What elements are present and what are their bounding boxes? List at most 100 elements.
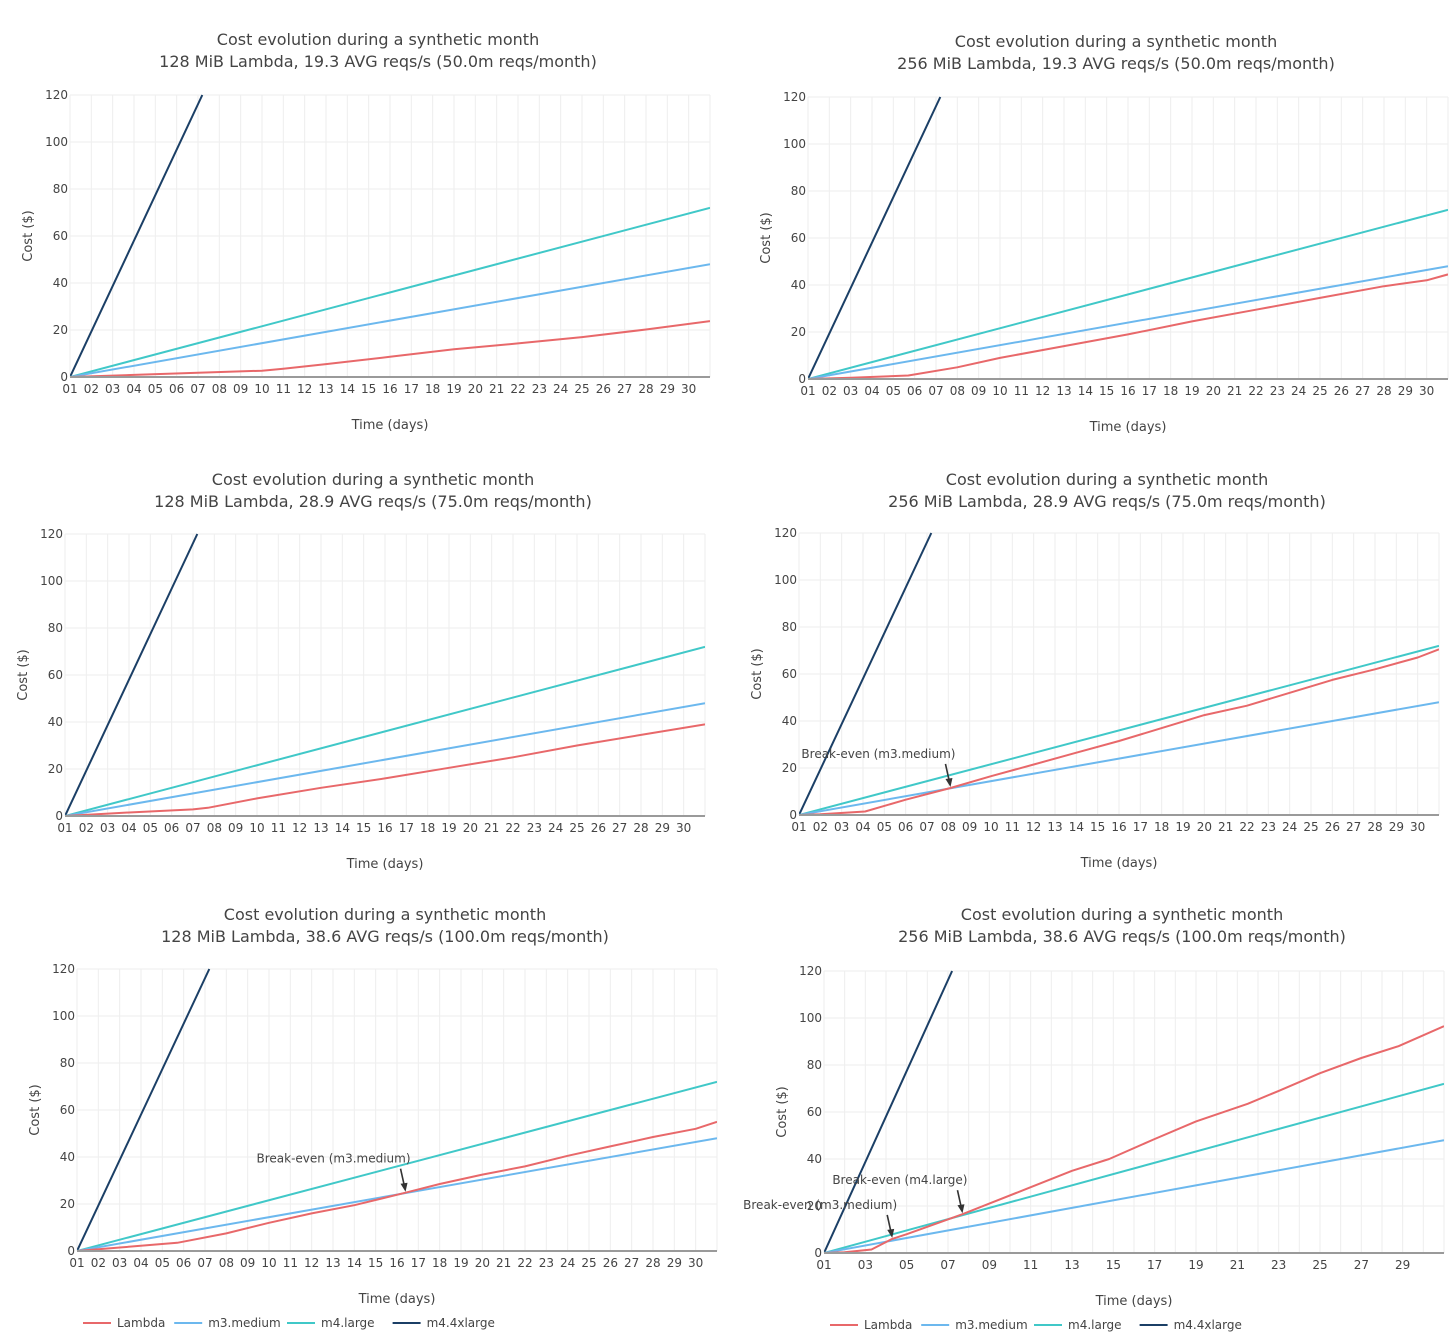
x-tick-label: 21 bbox=[496, 1256, 511, 1270]
x-tick-label: 20 bbox=[1206, 384, 1221, 398]
series-group bbox=[799, 532, 1439, 815]
annotation-label: Break-even (m4.large) bbox=[832, 1173, 967, 1187]
arrow-head-icon bbox=[400, 1182, 408, 1192]
x-tick-label: 03 bbox=[105, 382, 120, 396]
annotation-label: Break-even (m3.medium) bbox=[801, 747, 955, 761]
x-tick-label: 04 bbox=[864, 384, 879, 398]
chart-svg: Cost evolution during a synthetic month 2… bbox=[759, 32, 1449, 435]
x-tick-label: 24 bbox=[560, 1256, 575, 1270]
chart-title: Cost evolution during a synthetic month bbox=[217, 30, 539, 49]
chart-panel-128mib-75m: Cost evolution during a synthetic month 1… bbox=[0, 460, 727, 880]
series-line-m3-medium bbox=[799, 701, 1439, 815]
series-line-m4-4xlarge bbox=[77, 968, 211, 1251]
x-tick-label: 19 bbox=[1184, 384, 1199, 398]
chart-title: Cost evolution during a synthetic month bbox=[946, 470, 1268, 489]
y-tick-label: 100 bbox=[45, 135, 68, 149]
x-tick-label: 05 bbox=[143, 821, 158, 835]
series-group bbox=[808, 96, 1448, 379]
x-tick-label: 12 bbox=[1026, 820, 1041, 834]
x-tick-label: 28 bbox=[638, 382, 653, 396]
x-tick-label: 14 bbox=[347, 1256, 362, 1270]
y-axis-label: Cost ($) bbox=[775, 1086, 790, 1137]
x-tick-label: 03 bbox=[834, 820, 849, 834]
y-tick-label: 40 bbox=[791, 278, 806, 292]
x-tick-label: 07 bbox=[197, 1256, 212, 1270]
legend-item: m3.medium bbox=[921, 1318, 1028, 1332]
grid bbox=[64, 533, 706, 816]
x-tick-label: 25 bbox=[569, 821, 584, 835]
x-tick-label: 30 bbox=[681, 382, 696, 396]
x-tick-label: 28 bbox=[1376, 384, 1391, 398]
grid bbox=[823, 970, 1445, 1253]
x-tick-label: 14 bbox=[1069, 820, 1084, 834]
y-tick-label: 80 bbox=[48, 621, 63, 635]
y-axis-label: Cost ($) bbox=[16, 649, 31, 700]
x-tick-label: 26 bbox=[1325, 820, 1340, 834]
y-tick-label: 40 bbox=[60, 1150, 75, 1164]
y-tick-label: 120 bbox=[774, 526, 797, 540]
chart-svg: Cost evolution during a synthetic month 2… bbox=[743, 905, 1445, 1332]
y-tick-label: 80 bbox=[791, 184, 806, 198]
y-tick-label: 120 bbox=[45, 88, 68, 102]
x-tick-label: 05 bbox=[877, 820, 892, 834]
y-tick-label: 0 bbox=[814, 1246, 822, 1260]
y-tick-label: 100 bbox=[783, 137, 806, 151]
x-tick-label: 13 bbox=[325, 1256, 340, 1270]
series-line-m4-4xlarge bbox=[70, 94, 204, 377]
y-tick-label: 20 bbox=[782, 761, 797, 775]
y-axis-label: Cost ($) bbox=[759, 212, 774, 263]
y-tick-label: 120 bbox=[40, 527, 63, 541]
x-tick-label: 13 bbox=[1047, 820, 1062, 834]
x-tick-label: 23 bbox=[532, 382, 547, 396]
x-tick-label: 21 bbox=[1227, 384, 1242, 398]
chart-panel-256mib-75m: Cost evolution during a synthetic month 2… bbox=[727, 460, 1454, 880]
y-tick-label: 0 bbox=[55, 809, 63, 823]
chart-title: Cost evolution during a synthetic month bbox=[961, 905, 1283, 924]
x-tick-label: 27 bbox=[1354, 1258, 1369, 1272]
x-axis-label: Time (days) bbox=[1080, 856, 1158, 871]
x-tick-label: 01 bbox=[816, 1258, 831, 1272]
x-tick-label: 22 bbox=[1248, 384, 1263, 398]
x-tick-label: 27 bbox=[1346, 820, 1361, 834]
x-tick-label: 07 bbox=[190, 382, 205, 396]
x-tick-label: 26 bbox=[591, 821, 606, 835]
x-tick-label: 01 bbox=[62, 382, 77, 396]
series-line-m4-4xlarge bbox=[65, 533, 199, 816]
x-tick-label: 18 bbox=[1154, 820, 1169, 834]
series-line-m4-large bbox=[77, 1080, 717, 1251]
x-tick-label: 22 bbox=[505, 821, 520, 835]
chart-svg: Cost evolution during a synthetic month 1… bbox=[16, 470, 706, 872]
y-tick-label: 0 bbox=[789, 808, 797, 822]
grid bbox=[798, 532, 1440, 815]
x-tick-label: 28 bbox=[1367, 820, 1382, 834]
x-tick-label: 30 bbox=[676, 821, 691, 835]
legend-label: Lambda bbox=[117, 1316, 165, 1330]
x-tick-label: 09 bbox=[233, 382, 248, 396]
x-tick-label: 27 bbox=[624, 1256, 639, 1270]
x-tick-label: 26 bbox=[1334, 384, 1349, 398]
y-axis-label: Cost ($) bbox=[750, 648, 765, 699]
arrow-head-icon bbox=[887, 1228, 895, 1238]
series-line-m4-large bbox=[70, 206, 710, 377]
x-tick-label: 23 bbox=[539, 1256, 554, 1270]
x-tick-label: 25 bbox=[1312, 1258, 1327, 1272]
series-line-m4-4xlarge bbox=[824, 970, 954, 1253]
x-tick-label: 02 bbox=[79, 821, 94, 835]
x-tick-label: 20 bbox=[463, 821, 478, 835]
x-tick-label: 27 bbox=[1355, 384, 1370, 398]
x-tick-label: 17 bbox=[399, 821, 414, 835]
x-tick-label: 07 bbox=[928, 384, 943, 398]
x-tick-label: 25 bbox=[574, 382, 589, 396]
x-tick-label: 25 bbox=[1312, 384, 1327, 398]
x-tick-label: 10 bbox=[992, 384, 1007, 398]
x-tick-label: 09 bbox=[240, 1256, 255, 1270]
x-tick-label: 13 bbox=[1056, 384, 1071, 398]
x-tick-label: 12 bbox=[1035, 384, 1050, 398]
chart-svg: Cost evolution during a synthetic month 2… bbox=[750, 470, 1440, 871]
y-tick-label: 60 bbox=[807, 1105, 822, 1119]
x-tick-label: 10 bbox=[261, 1256, 276, 1270]
x-axis-label: Time (days) bbox=[1089, 420, 1167, 435]
x-tick-label: 04 bbox=[126, 382, 141, 396]
x-tick-label: 29 bbox=[655, 821, 670, 835]
x-tick-label: 19 bbox=[1175, 820, 1190, 834]
